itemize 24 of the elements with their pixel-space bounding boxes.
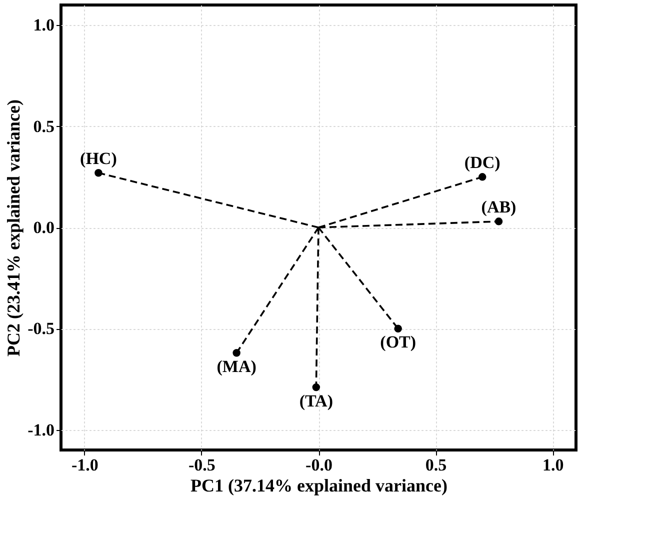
y-tick-label: 0.5 (33, 116, 54, 136)
annotation: (HC) (80, 148, 117, 168)
y-tick-label: -1.0 (28, 420, 54, 440)
x-axis-title: PC1 (37.14% explained variance) (190, 476, 448, 496)
y-tick-label: 0.0 (33, 218, 54, 237)
x-tick-label: 0.5 (425, 456, 447, 474)
x-tick-label: -0.0 (306, 456, 332, 474)
annotation: (MA) (216, 356, 256, 376)
annotation: (DC) (464, 152, 500, 172)
y-tick-label: -0.5 (28, 319, 54, 338)
annotation: (TA) (299, 391, 334, 410)
point (394, 324, 402, 332)
point (94, 169, 102, 177)
point (478, 173, 486, 181)
point (494, 218, 503, 226)
point (312, 383, 320, 392)
point (232, 349, 240, 357)
annotation: (OT) (380, 332, 416, 352)
annotation: (AB) (481, 197, 516, 216)
x-tick-label: -1.0 (71, 456, 98, 474)
y-axis-title: PC2 (23.41% explained variance) (4, 100, 24, 356)
x-tick-label: 1.0 (542, 456, 564, 474)
y-tick-label: 1.0 (33, 16, 54, 35)
x-tick-label: -0.5 (188, 456, 216, 474)
